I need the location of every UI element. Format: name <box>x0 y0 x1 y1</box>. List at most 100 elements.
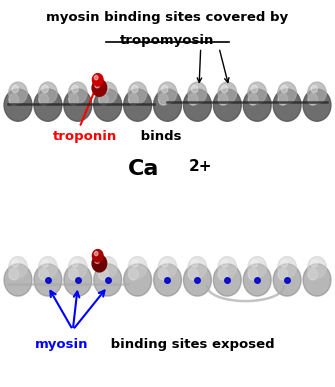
Circle shape <box>9 82 27 104</box>
Circle shape <box>132 85 138 93</box>
Circle shape <box>251 85 258 93</box>
Circle shape <box>278 257 296 278</box>
Circle shape <box>68 82 87 104</box>
Text: binding sites exposed: binding sites exposed <box>106 337 275 351</box>
Circle shape <box>9 257 27 278</box>
Circle shape <box>303 264 331 296</box>
Circle shape <box>213 89 241 121</box>
Circle shape <box>221 85 228 93</box>
Circle shape <box>188 269 198 280</box>
Circle shape <box>124 264 151 296</box>
Circle shape <box>158 94 168 105</box>
Circle shape <box>188 94 198 105</box>
Circle shape <box>92 79 107 96</box>
Circle shape <box>69 94 78 105</box>
Circle shape <box>129 269 138 280</box>
Circle shape <box>102 85 108 93</box>
Circle shape <box>248 94 258 105</box>
Circle shape <box>188 257 207 278</box>
Text: myosin: myosin <box>35 337 88 351</box>
Circle shape <box>278 82 296 104</box>
Circle shape <box>98 82 117 104</box>
Circle shape <box>188 82 207 104</box>
Circle shape <box>218 82 237 104</box>
Circle shape <box>161 260 168 267</box>
Circle shape <box>273 89 301 121</box>
Circle shape <box>92 250 103 262</box>
Circle shape <box>98 257 117 278</box>
Circle shape <box>311 260 318 267</box>
Circle shape <box>12 85 18 93</box>
Circle shape <box>39 269 49 280</box>
Circle shape <box>92 74 103 86</box>
Circle shape <box>132 260 138 267</box>
Circle shape <box>129 94 138 105</box>
Circle shape <box>64 264 92 296</box>
Circle shape <box>95 82 100 88</box>
Circle shape <box>4 89 32 121</box>
Circle shape <box>243 89 271 121</box>
Circle shape <box>94 75 98 80</box>
Text: troponin: troponin <box>53 130 117 143</box>
Circle shape <box>9 94 19 105</box>
Circle shape <box>278 94 288 105</box>
Circle shape <box>308 82 326 104</box>
Circle shape <box>39 82 57 104</box>
Circle shape <box>184 89 211 121</box>
Circle shape <box>42 85 48 93</box>
Circle shape <box>248 257 267 278</box>
Circle shape <box>311 85 318 93</box>
Circle shape <box>308 269 318 280</box>
Circle shape <box>94 264 122 296</box>
Circle shape <box>153 89 182 121</box>
Circle shape <box>273 264 301 296</box>
Circle shape <box>95 257 100 264</box>
Circle shape <box>128 82 147 104</box>
Circle shape <box>221 260 228 267</box>
Text: 2+: 2+ <box>189 159 213 174</box>
Circle shape <box>303 89 331 121</box>
Circle shape <box>94 252 98 256</box>
Circle shape <box>94 89 122 121</box>
Circle shape <box>308 257 326 278</box>
Circle shape <box>158 257 177 278</box>
Circle shape <box>98 94 109 105</box>
Circle shape <box>218 94 228 105</box>
Circle shape <box>218 257 237 278</box>
Circle shape <box>9 269 19 280</box>
Circle shape <box>218 269 228 280</box>
Circle shape <box>161 85 168 93</box>
Circle shape <box>251 260 258 267</box>
Circle shape <box>39 94 49 105</box>
Circle shape <box>39 257 57 278</box>
Circle shape <box>278 269 288 280</box>
Circle shape <box>308 94 318 105</box>
Circle shape <box>191 260 198 267</box>
Circle shape <box>34 89 62 121</box>
Circle shape <box>42 260 48 267</box>
Circle shape <box>158 269 168 280</box>
Circle shape <box>248 269 258 280</box>
Circle shape <box>248 82 267 104</box>
Text: myosin binding sites covered by: myosin binding sites covered by <box>47 11 288 24</box>
Circle shape <box>191 85 198 93</box>
Circle shape <box>12 260 18 267</box>
Circle shape <box>243 264 271 296</box>
Circle shape <box>92 255 107 272</box>
Circle shape <box>184 264 211 296</box>
Circle shape <box>72 85 78 93</box>
Circle shape <box>213 264 241 296</box>
Circle shape <box>4 264 32 296</box>
Circle shape <box>124 89 151 121</box>
Circle shape <box>281 85 287 93</box>
Circle shape <box>153 264 182 296</box>
Text: Ca: Ca <box>128 159 159 179</box>
Text: binds: binds <box>136 130 182 143</box>
Circle shape <box>34 264 62 296</box>
Circle shape <box>72 260 78 267</box>
Circle shape <box>68 257 87 278</box>
Circle shape <box>98 269 109 280</box>
Text: tropomyosin: tropomyosin <box>120 34 215 47</box>
Circle shape <box>281 260 287 267</box>
Circle shape <box>69 269 78 280</box>
